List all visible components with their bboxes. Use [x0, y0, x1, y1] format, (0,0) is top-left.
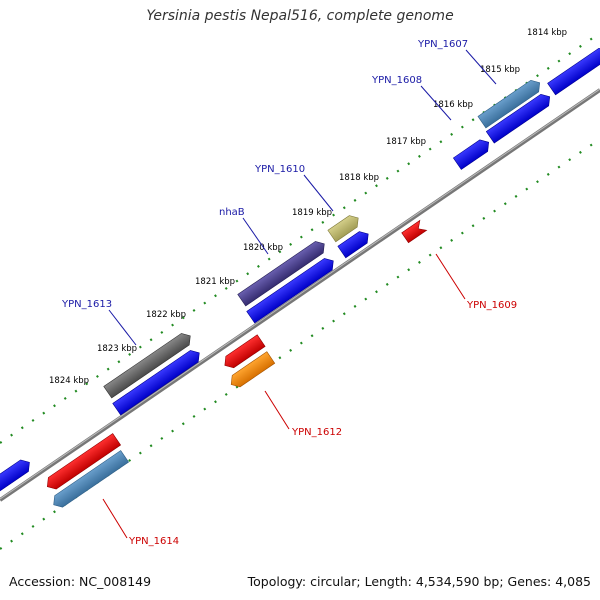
tick-label-1821: 1821 kbp [195, 277, 235, 287]
leader-ypn-1607 [465, 49, 497, 85]
label-ypn-1614[interactable]: YPN_1614 [128, 536, 179, 547]
label-ypn-1607[interactable]: YPN_1607 [417, 39, 468, 50]
leader-ypn-1614 [102, 498, 128, 539]
reverse-features [43, 219, 428, 511]
gene-nhab[interactable] [237, 238, 328, 307]
leader-ypn-1612 [264, 390, 290, 430]
gene-ypn-1612[interactable] [227, 351, 276, 391]
tick-label-1819: 1819 kbp [292, 208, 332, 218]
label-ypn-1613[interactable]: YPN_1613 [61, 299, 112, 310]
gene-ypn-1610[interactable] [327, 212, 362, 243]
cds-forward-1820[interactable] [246, 255, 337, 324]
tick-label-1823: 1823 kbp [97, 344, 137, 354]
gene-ypn-1608[interactable] [485, 91, 553, 144]
tick-labels: 1814 kbp 1815 kbp 1816 kbp 1817 kbp 1818… [49, 28, 567, 386]
genome-backbone [0, 88, 600, 502]
genome-backbone-highlight [0, 88, 600, 500]
cds-forward-left-edge[interactable] [0, 457, 33, 501]
cds-reverse-1822[interactable] [221, 334, 266, 371]
gene-ypn-1613[interactable] [103, 330, 194, 399]
tick-label-1815: 1815 kbp [480, 65, 520, 75]
cds-forward-edge[interactable] [547, 45, 600, 96]
label-nhab[interactable]: nhaB [219, 207, 245, 218]
gene-ypn-1607[interactable] [477, 77, 544, 129]
label-ypn-1609[interactable]: YPN_1609 [466, 300, 517, 311]
map-title: Yersinia pestis Nepal516, complete genom… [146, 8, 454, 24]
cds-forward-1819[interactable] [337, 228, 372, 259]
label-ypn-1610[interactable]: YPN_1610 [254, 164, 305, 175]
tick-label-1822: 1822 kbp [146, 310, 186, 320]
leader-ypn-1609 [435, 253, 466, 300]
feature-labels: YPN_1607 YPN_1608 YPN_1610 nhaB YPN_1613… [61, 39, 517, 547]
gene-ypn-1614[interactable] [50, 450, 130, 511]
cds-forward-1817[interactable] [452, 137, 492, 170]
tick-label-1818: 1818 kbp [339, 173, 379, 183]
label-leaders [102, 49, 497, 539]
label-ypn-1608[interactable]: YPN_1608 [371, 75, 422, 86]
tick-label-1820: 1820 kbp [243, 243, 283, 253]
tick-label-1814: 1814 kbp [527, 28, 567, 38]
tick-label-1824: 1824 kbp [49, 376, 89, 386]
cds-forward-1823[interactable] [112, 347, 203, 416]
leader-ypn-1608 [420, 85, 452, 121]
leader-nhab [242, 217, 269, 255]
cds-reverse-1825[interactable] [43, 433, 122, 493]
leader-ypn-1613 [108, 309, 137, 346]
tick-label-1816: 1816 kbp [433, 100, 473, 110]
leader-ypn-1610 [303, 174, 334, 212]
tick-label-1817: 1817 kbp [386, 137, 426, 147]
label-ypn-1612[interactable]: YPN_1612 [291, 427, 342, 438]
forward-features [0, 45, 600, 501]
gene-ypn-1609[interactable] [401, 219, 428, 244]
accession-text: Accession: NC_008149 [9, 574, 152, 589]
genome-summary-text: Topology: circular; Length: 4,534,590 bp… [247, 574, 591, 589]
